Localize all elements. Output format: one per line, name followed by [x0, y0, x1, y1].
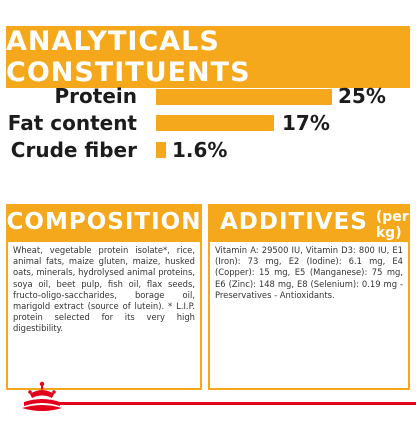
- fat-value: 17%: [282, 111, 330, 135]
- additives-header: ADDITIVES (per kg): [208, 204, 410, 241]
- protein-label: Protein: [54, 84, 137, 108]
- fiber-value: 1.6%: [172, 138, 228, 162]
- royal-canin-crown-icon: [22, 381, 62, 411]
- additives-subtitle: (per kg): [375, 209, 409, 241]
- protein-value: 25%: [338, 84, 386, 108]
- footer-divider: [60, 402, 416, 405]
- fat-bar: [156, 115, 274, 131]
- composition-title: COMPOSITION: [6, 209, 202, 235]
- fat-label: Fat content: [7, 111, 137, 135]
- additives-text: Vitamin A: 29500 IU, Vitamin D3: 800 IU,…: [215, 245, 403, 300]
- composition-text: Wheat, vegetable protein isolate*, rice,…: [13, 245, 195, 334]
- protein-bar: [156, 89, 332, 105]
- composition-header: COMPOSITION: [6, 204, 202, 240]
- additives-box: Vitamin A: 29500 IU, Vitamin D3: 800 IU,…: [208, 240, 410, 390]
- fiber-bar: [156, 142, 166, 158]
- analytics-header: ANALYTICALS CONSTITUENTS: [6, 26, 410, 88]
- additives-title: ADDITIVES: [220, 209, 368, 235]
- fiber-label: Crude fiber: [10, 138, 137, 162]
- analytics-title: ANALYTICALS CONSTITUENTS: [6, 26, 251, 88]
- composition-box: Wheat, vegetable protein isolate*, rice,…: [6, 240, 202, 390]
